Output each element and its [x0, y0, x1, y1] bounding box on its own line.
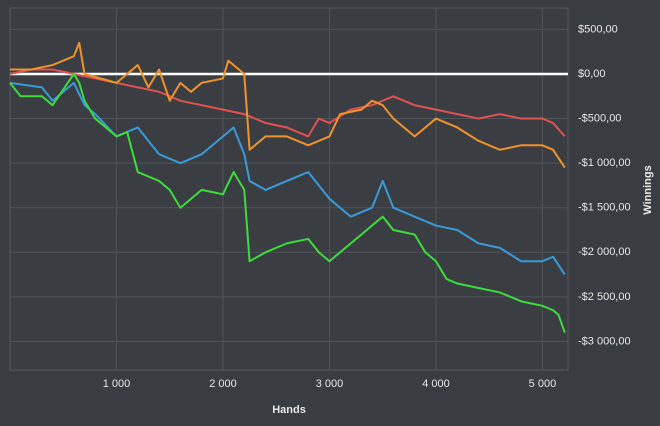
- series-line: [9, 72, 566, 333]
- x-tick-label: 3 000: [316, 378, 344, 390]
- y-tick-label: -$2 000,00: [578, 246, 631, 258]
- x-tick-label: 1 000: [103, 378, 131, 390]
- x-tick-label: 4 000: [422, 378, 450, 390]
- y-tick-label: -$500,00: [578, 112, 621, 124]
- y-tick-label: -$2 500,00: [578, 291, 631, 303]
- plot-area: [9, 7, 569, 371]
- y-axis-title: Winnings: [642, 165, 654, 214]
- x-tick-label: 2 000: [209, 378, 237, 390]
- y-tick-label: -$3 000,00: [578, 335, 631, 347]
- x-tick-label: 5 000: [529, 378, 557, 390]
- y-tick-label: $500,00: [578, 23, 618, 35]
- x-axis-title: Hands: [272, 404, 306, 416]
- series-line: [10, 41, 566, 169]
- y-tick-label: -$1 000,00: [578, 157, 631, 169]
- y-tick-label: -$1 500,00: [578, 202, 631, 214]
- y-tick-label: $0,00: [578, 68, 606, 80]
